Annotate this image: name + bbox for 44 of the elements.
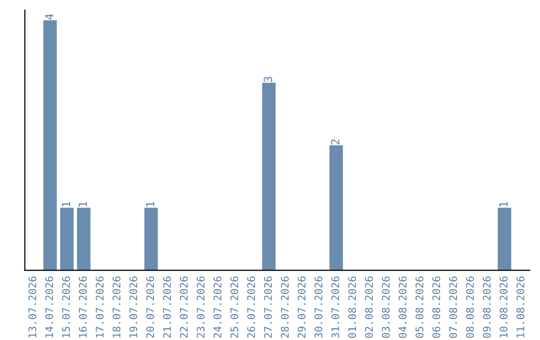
x-tick-label: 03.08.2026 (382, 276, 390, 338)
x-tick-label: 13.07.2026 (28, 276, 36, 338)
x-tick-label: 19.07.2026 (129, 276, 138, 338)
x-tick-label: 27.07.2026 (264, 276, 272, 338)
x-tick-label: 29.07.2026 (298, 276, 306, 338)
x-tick-label: 06.08.2026 (432, 276, 440, 338)
x-tick-label: 08.08.2026 (466, 276, 474, 338)
x-tick-label: 05.08.2026 (416, 276, 424, 338)
bar (498, 208, 512, 270)
bar (329, 145, 343, 270)
data-label: 1 (499, 202, 508, 206)
x-tick-label: 10.08.2026 (500, 276, 508, 338)
x-tick-label: 24.07.2026 (214, 276, 222, 338)
data-label: 3 (264, 76, 272, 82)
data-label: 1 (78, 202, 87, 206)
x-tick-label: 14.07.2026 (45, 276, 54, 338)
x-tick-label: 18.07.2026 (112, 276, 120, 338)
x-tick-label: 21.07.2026 (163, 276, 171, 338)
bar (77, 208, 90, 270)
x-tick-label: 23.07.2026 (196, 276, 205, 338)
x-tick-label: 25.07.2026 (230, 276, 238, 338)
x-tick-label: 16.07.2026 (78, 276, 87, 338)
x-tick-label: 20.07.2026 (146, 276, 154, 338)
x-tick-label: 28.07.2026 (280, 276, 289, 338)
bar (60, 208, 74, 270)
x-tick-label: 02.08.2026 (365, 276, 373, 338)
x-tick-label: 01.08.2026 (348, 276, 356, 338)
x-tick-label: 07.08.2026 (449, 276, 458, 338)
x-tick-label: 11.08.2026 (516, 276, 524, 338)
bar (144, 208, 158, 270)
data-label: 2 (331, 140, 340, 144)
data-label: 1 (62, 202, 70, 206)
x-tick-label: 30.07.2026 (314, 276, 322, 338)
x-tick-label: 15.07.2026 (62, 276, 70, 338)
x-tick-label: 17.07.2026 (96, 276, 104, 338)
bar (43, 20, 57, 270)
bar (262, 82, 276, 270)
x-tick-label: 04.08.2026 (398, 276, 407, 338)
data-label: 1 (146, 202, 154, 206)
x-tick-label: 22.07.2026 (180, 276, 188, 338)
x-tick-label: 26.07.2026 (247, 276, 256, 338)
x-tick-label: 31.07.2026 (331, 276, 340, 338)
x-tick-label: 09.08.2026 (482, 276, 491, 338)
data-label: 4 (45, 14, 54, 20)
